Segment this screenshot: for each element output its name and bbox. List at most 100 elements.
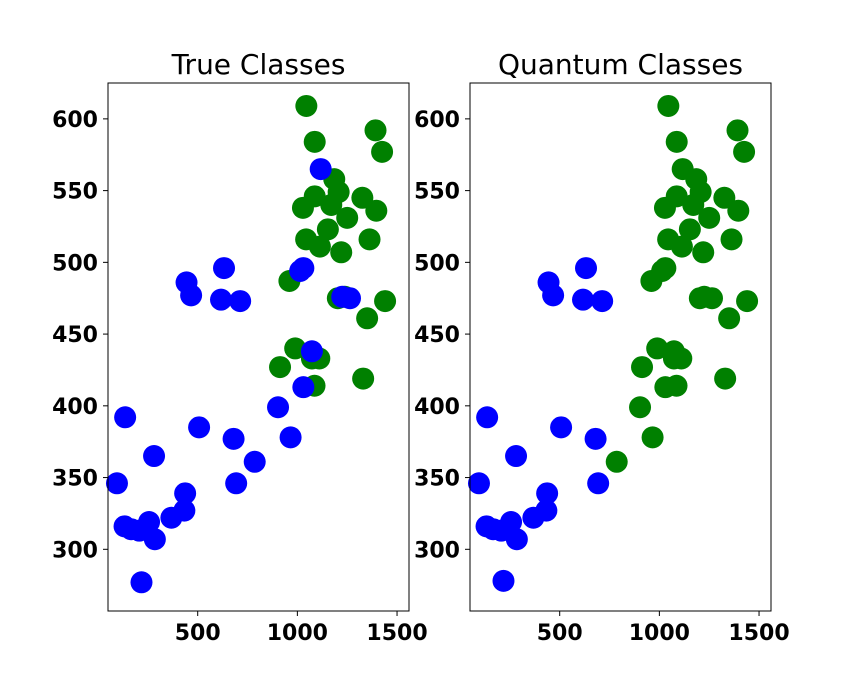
data-point-green bbox=[303, 130, 326, 153]
y-tick-label: 450 bbox=[52, 323, 98, 348]
data-point-green bbox=[726, 119, 749, 142]
data-point-blue bbox=[188, 416, 211, 439]
data-point-green bbox=[316, 218, 339, 241]
data-point-blue bbox=[300, 340, 323, 363]
data-point-blue bbox=[174, 482, 197, 505]
data-point-blue bbox=[225, 472, 248, 495]
x-tick-label: 500 bbox=[175, 621, 221, 646]
x-tick-label: 1500 bbox=[728, 621, 789, 646]
data-point-blue bbox=[467, 472, 490, 495]
chart-panel-1: True Classes 500 1000 1500 300 350 400 450 500 55… bbox=[52, 48, 428, 646]
data-point-green bbox=[654, 376, 677, 399]
y-tick-label: 500 bbox=[414, 251, 460, 276]
data-point-blue bbox=[143, 445, 166, 468]
data-point-green bbox=[670, 235, 693, 258]
data-point-blue bbox=[522, 506, 545, 529]
y-tick-label: 350 bbox=[414, 467, 460, 492]
data-point-blue bbox=[267, 396, 290, 419]
data-point-blue bbox=[292, 376, 315, 399]
data-point-blue bbox=[536, 482, 559, 505]
data-point-green bbox=[365, 199, 388, 222]
data-point-green bbox=[640, 270, 663, 292]
data-point-blue bbox=[243, 450, 266, 473]
data-point-green bbox=[330, 241, 353, 264]
data-point-green bbox=[657, 94, 680, 117]
data-point-blue bbox=[476, 406, 499, 429]
data-point-blue bbox=[591, 290, 614, 313]
data-point-blue bbox=[542, 284, 565, 307]
data-point-green bbox=[713, 186, 736, 209]
data-point-green bbox=[351, 186, 374, 209]
data-point-green bbox=[670, 347, 693, 370]
data-point-blue bbox=[550, 416, 573, 439]
data-point-green bbox=[727, 199, 750, 222]
y-tick-label: 550 bbox=[52, 180, 98, 205]
data-point-green bbox=[371, 140, 394, 163]
data-point-blue bbox=[587, 472, 610, 495]
data-point-blue bbox=[210, 288, 233, 311]
data-point-green bbox=[327, 181, 350, 204]
data-point-green bbox=[336, 206, 359, 229]
data-point-green bbox=[678, 218, 701, 241]
data-point-green bbox=[641, 426, 664, 449]
data-point-green bbox=[733, 140, 756, 163]
data-point-blue bbox=[505, 528, 528, 551]
data-point-blue bbox=[130, 571, 153, 594]
x-tick-label: 1000 bbox=[267, 621, 328, 646]
data-point-blue bbox=[572, 288, 595, 311]
data-point-green bbox=[736, 290, 759, 313]
data-point-green bbox=[718, 307, 741, 330]
data-point-green bbox=[308, 235, 331, 258]
y-tick-label: 400 bbox=[52, 395, 98, 420]
y-tick-label: 450 bbox=[414, 323, 460, 348]
y-tick-label: 300 bbox=[52, 538, 98, 563]
data-point-blue bbox=[279, 426, 302, 449]
data-point-blue bbox=[584, 427, 607, 450]
chart-title: Quantum Classes bbox=[498, 48, 743, 81]
data-point-blue bbox=[229, 290, 252, 313]
data-point-green bbox=[356, 307, 379, 330]
data-point-green bbox=[714, 367, 737, 390]
chart-panel-2: Quantum Classes 500 1000 1500 300 350 400 450 50… bbox=[414, 48, 790, 646]
data-point-green bbox=[358, 228, 381, 251]
y-tick-label: 600 bbox=[414, 108, 460, 133]
data-point-blue bbox=[143, 528, 166, 551]
y-tick-label: 500 bbox=[52, 251, 98, 276]
data-point-green bbox=[364, 119, 387, 142]
axes-frame bbox=[107, 82, 410, 612]
data-point-green bbox=[605, 450, 628, 473]
data-point-blue bbox=[105, 472, 128, 495]
data-point-green bbox=[720, 228, 743, 251]
data-point-blue bbox=[505, 445, 528, 468]
data-point-green bbox=[374, 290, 397, 313]
data-point-green bbox=[700, 287, 723, 310]
x-tick-label: 1000 bbox=[629, 621, 690, 646]
chart-title: True Classes bbox=[171, 48, 346, 81]
data-point-blue bbox=[575, 257, 598, 280]
data-point-green bbox=[269, 356, 292, 379]
data-point-blue bbox=[338, 287, 361, 310]
y-tick-label: 350 bbox=[52, 467, 98, 492]
data-point-blue bbox=[213, 257, 236, 280]
data-point-blue bbox=[289, 259, 312, 282]
data-point-green bbox=[689, 181, 712, 204]
data-point-green bbox=[631, 356, 654, 379]
data-point-green bbox=[295, 94, 318, 117]
x-tick-label: 1500 bbox=[366, 621, 427, 646]
data-point-blue bbox=[160, 506, 183, 529]
data-point-green bbox=[698, 206, 721, 229]
data-point-blue bbox=[492, 569, 515, 592]
data-point-green bbox=[284, 337, 307, 360]
data-point-blue bbox=[180, 284, 203, 307]
data-point-green bbox=[629, 396, 652, 419]
data-point-blue bbox=[309, 158, 332, 181]
y-tick-label: 600 bbox=[52, 108, 98, 133]
data-point-blue bbox=[114, 406, 137, 429]
axes-frame bbox=[469, 82, 772, 612]
data-point-green bbox=[291, 196, 314, 219]
y-tick-label: 300 bbox=[414, 538, 460, 563]
data-point-green bbox=[352, 367, 375, 390]
data-point-green bbox=[653, 196, 676, 219]
data-point-green bbox=[692, 241, 715, 264]
